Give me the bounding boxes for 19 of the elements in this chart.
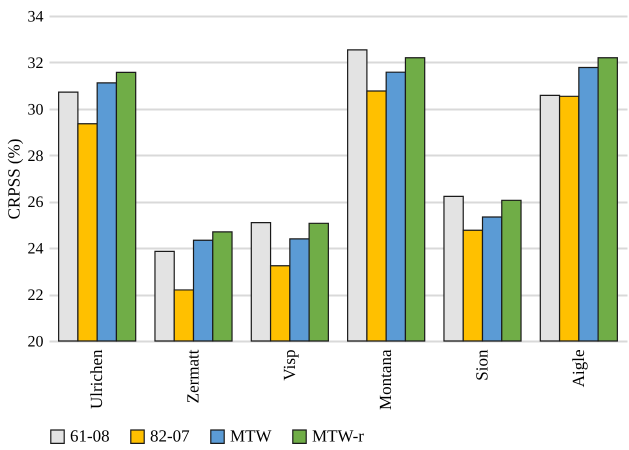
x-tick-label: Montana — [376, 349, 396, 410]
legend-label: 82-07 — [150, 426, 190, 446]
y-tick-label: 28 — [28, 148, 44, 165]
y-axis-title: CRPSS (%) — [4, 138, 24, 220]
x-tick-label: Ulrichen — [87, 349, 106, 409]
x-tick-label: Sion — [472, 349, 492, 381]
legend-label: 61-08 — [70, 426, 110, 446]
legend-label: MTW — [230, 426, 272, 446]
y-tick-label: 26 — [28, 194, 44, 212]
x-tick-label: Visp — [280, 350, 299, 381]
y-tick-label: 32 — [28, 54, 44, 72]
y-tick-label: 22 — [28, 287, 44, 304]
x-tick-label: Aigle — [568, 350, 588, 388]
y-tick-label: 20 — [28, 334, 44, 350]
y-tick-label: 24 — [28, 240, 44, 258]
y-tick-label: 34 — [28, 8, 44, 26]
y-tick-label: 30 — [28, 101, 44, 118]
x-tick-label: Zermatt — [184, 349, 202, 404]
legend-label: MTW-r — [312, 426, 364, 446]
